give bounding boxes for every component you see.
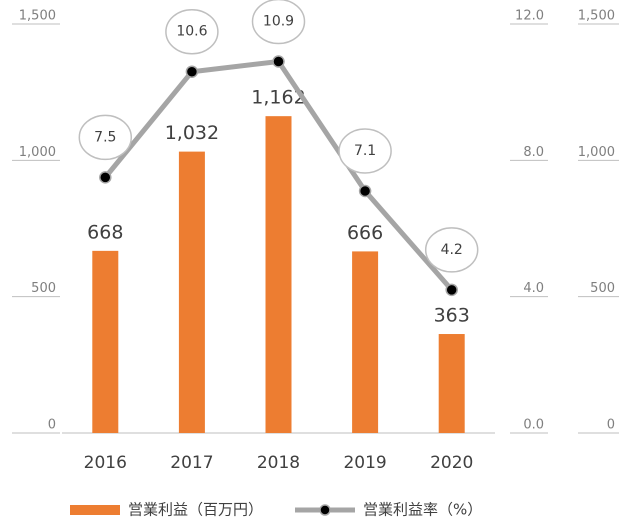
callout xyxy=(78,114,133,161)
tick-label: 1,000 xyxy=(19,145,56,160)
tick-label: 8.0 xyxy=(523,145,544,160)
x-tick-label: 2019 xyxy=(343,453,386,473)
callout xyxy=(251,0,306,45)
bar xyxy=(92,250,119,433)
bar xyxy=(265,116,292,434)
x-tick-label: 2016 xyxy=(84,453,127,473)
x-tick-label: 2018 xyxy=(257,453,300,473)
callout xyxy=(338,128,392,174)
callout xyxy=(424,227,479,273)
data-label: 1,032 xyxy=(165,122,219,144)
data-label: 10.6 xyxy=(176,24,207,40)
tick-label: 500 xyxy=(31,281,56,296)
tick-label: 1,500 xyxy=(578,9,615,24)
legend-marker xyxy=(319,504,331,516)
legend-label: 営業利益（百万円） xyxy=(128,501,263,519)
tick-label: 0 xyxy=(48,418,56,433)
marker xyxy=(358,184,372,198)
data-label: 363 xyxy=(434,305,470,327)
data-label: 668 xyxy=(87,221,123,243)
legend-swatch xyxy=(70,505,120,515)
tick-label: 4.0 xyxy=(523,281,544,296)
bar xyxy=(438,334,465,433)
data-label: 666 xyxy=(347,222,383,244)
data-label: 7.1 xyxy=(354,143,376,159)
marker xyxy=(99,171,112,184)
bar xyxy=(352,251,379,433)
bar xyxy=(178,151,205,433)
tick-label: 1,000 xyxy=(578,145,615,160)
x-tick-label: 2017 xyxy=(170,453,213,473)
marker xyxy=(185,65,199,78)
legend-label: 営業利益率（%） xyxy=(363,501,482,519)
tick-label: 0 xyxy=(607,418,615,433)
data-label: 7.5 xyxy=(94,129,116,145)
tick-label: 0.0 xyxy=(523,418,544,433)
marker xyxy=(445,283,458,297)
data-label: 1,162 xyxy=(251,87,305,109)
x-tick-label: 2020 xyxy=(430,453,473,473)
callout xyxy=(165,8,219,55)
tick-label: 12.0 xyxy=(515,9,544,24)
tick-label: 500 xyxy=(590,281,615,296)
data-label: 10.9 xyxy=(263,13,294,29)
tick-label: 1,500 xyxy=(19,9,56,24)
marker xyxy=(272,55,285,68)
data-label: 4.2 xyxy=(441,242,463,258)
